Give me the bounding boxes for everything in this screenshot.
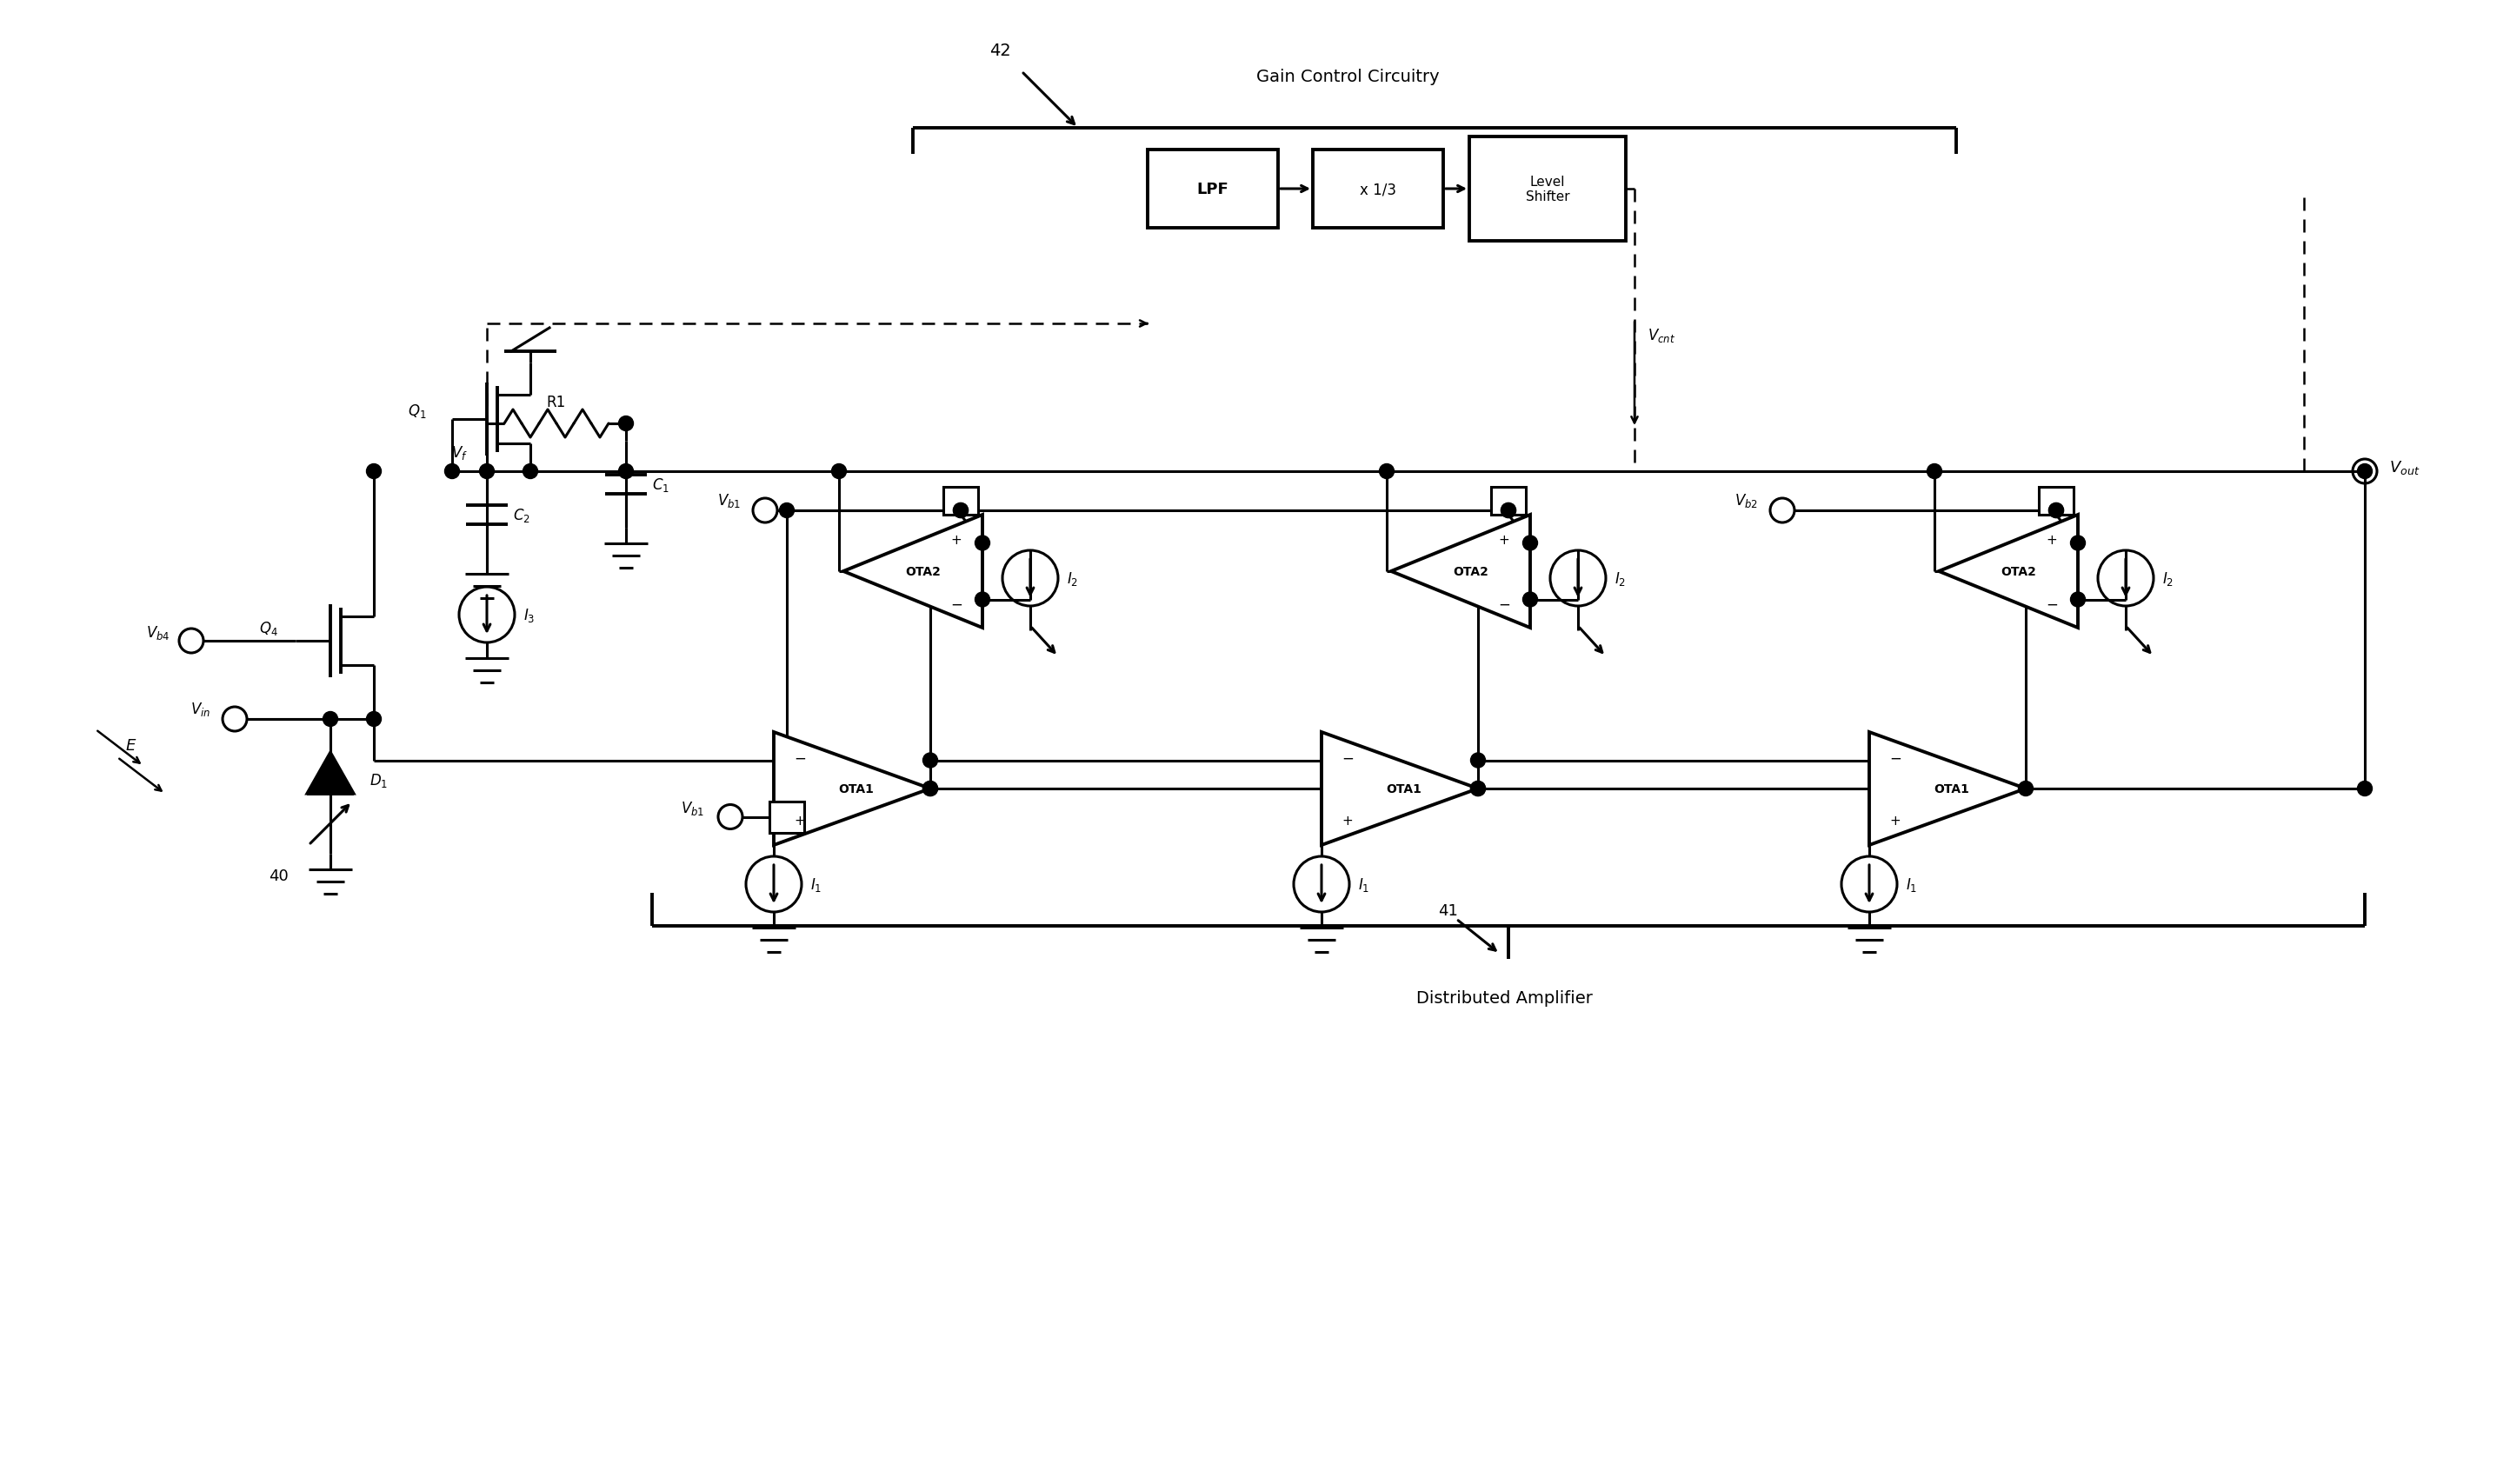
- Text: $C_2$: $C_2$: [512, 506, 530, 524]
- Text: $-$: $-$: [1890, 749, 1903, 766]
- Polygon shape: [773, 733, 931, 846]
- Text: $V_{b1}$: $V_{b1}$: [718, 491, 740, 509]
- Text: $V_{b4}$: $V_{b4}$: [146, 623, 171, 641]
- Circle shape: [2071, 592, 2086, 607]
- Polygon shape: [1938, 515, 2078, 628]
- Bar: [771, 801, 803, 833]
- Text: $V_{out}$: $V_{out}$: [2390, 459, 2420, 476]
- Circle shape: [617, 464, 633, 479]
- Circle shape: [1471, 782, 1486, 797]
- Circle shape: [924, 754, 939, 769]
- Text: $V_{in}$: $V_{in}$: [191, 700, 211, 718]
- Bar: [1147, 150, 1278, 229]
- Circle shape: [1501, 503, 1516, 518]
- Circle shape: [1471, 782, 1486, 797]
- Text: $I_1$: $I_1$: [811, 876, 821, 893]
- Text: R1: R1: [547, 395, 567, 410]
- Circle shape: [2018, 782, 2033, 797]
- Text: Distributed Amplifier: Distributed Amplifier: [1416, 990, 1591, 1006]
- Circle shape: [1928, 464, 1943, 479]
- Text: 40: 40: [269, 868, 289, 883]
- Text: $I_3$: $I_3$: [525, 607, 535, 623]
- Text: Gain Control Circuitry: Gain Control Circuitry: [1255, 68, 1438, 85]
- Text: $Q_1$: $Q_1$: [407, 402, 427, 420]
- Circle shape: [974, 536, 989, 551]
- Text: OTA1: OTA1: [1935, 784, 1970, 795]
- Circle shape: [522, 464, 537, 479]
- Text: LPF: LPF: [1197, 181, 1230, 197]
- Bar: [1491, 487, 1526, 515]
- Circle shape: [444, 464, 459, 479]
- Circle shape: [954, 503, 969, 518]
- Text: $+$: $+$: [951, 533, 961, 546]
- Circle shape: [2071, 536, 2086, 551]
- Text: OTA2: OTA2: [906, 565, 941, 577]
- Text: OTA1: OTA1: [1386, 784, 1421, 795]
- Text: $Q_4$: $Q_4$: [259, 619, 279, 637]
- Polygon shape: [306, 752, 354, 794]
- Circle shape: [366, 712, 382, 727]
- Text: $-$: $-$: [1340, 749, 1353, 766]
- Text: $V_{b2}$: $V_{b2}$: [1734, 491, 1757, 509]
- Circle shape: [2357, 782, 2372, 797]
- Circle shape: [831, 464, 846, 479]
- Text: $+$: $+$: [1890, 815, 1900, 827]
- Circle shape: [1524, 536, 1539, 551]
- Text: 42: 42: [989, 42, 1012, 59]
- Bar: [944, 487, 979, 515]
- Circle shape: [781, 503, 793, 518]
- Circle shape: [2048, 503, 2063, 518]
- Circle shape: [1471, 754, 1486, 769]
- Text: E: E: [126, 738, 136, 754]
- Polygon shape: [1870, 733, 2026, 846]
- Text: Level
Shifter: Level Shifter: [1526, 175, 1569, 203]
- Circle shape: [1501, 503, 1516, 518]
- Bar: [1468, 138, 1626, 242]
- Text: OTA2: OTA2: [1453, 565, 1488, 577]
- Text: OTA1: OTA1: [838, 784, 873, 795]
- Bar: [1313, 150, 1443, 229]
- Circle shape: [954, 503, 969, 518]
- Circle shape: [617, 417, 633, 432]
- Text: $-$: $-$: [1498, 595, 1511, 611]
- Text: OTA2: OTA2: [2000, 565, 2036, 577]
- Text: $+$: $+$: [1343, 815, 1353, 827]
- Text: $I_1$: $I_1$: [1905, 876, 1918, 893]
- Text: $I_1$: $I_1$: [1358, 876, 1370, 893]
- Polygon shape: [1391, 515, 1531, 628]
- Text: $+$: $+$: [1498, 533, 1511, 546]
- Text: $V_f$: $V_f$: [452, 444, 467, 462]
- Circle shape: [366, 464, 382, 479]
- Text: $I_2$: $I_2$: [1067, 570, 1079, 588]
- Text: $+$: $+$: [2046, 533, 2058, 546]
- Circle shape: [324, 712, 339, 727]
- Bar: [2038, 487, 2073, 515]
- Circle shape: [1524, 592, 1539, 607]
- Text: x 1/3: x 1/3: [1360, 181, 1396, 197]
- Circle shape: [2357, 464, 2372, 479]
- Text: 41: 41: [1438, 902, 1458, 919]
- Polygon shape: [843, 515, 981, 628]
- Text: $D_1$: $D_1$: [369, 772, 389, 789]
- Circle shape: [974, 592, 989, 607]
- Text: $-$: $-$: [951, 595, 961, 611]
- Circle shape: [2048, 503, 2063, 518]
- Text: $-$: $-$: [793, 749, 806, 766]
- Circle shape: [924, 782, 939, 797]
- Text: $I_2$: $I_2$: [2161, 570, 2174, 588]
- Circle shape: [479, 464, 494, 479]
- Text: $C_1$: $C_1$: [653, 476, 670, 494]
- Text: $V_{b1}$: $V_{b1}$: [680, 800, 705, 818]
- Text: $-$: $-$: [2046, 595, 2058, 611]
- Circle shape: [924, 782, 939, 797]
- Text: $+$: $+$: [793, 815, 806, 827]
- Polygon shape: [1320, 733, 1478, 846]
- Text: $I_2$: $I_2$: [1614, 570, 1626, 588]
- Circle shape: [1381, 464, 1393, 479]
- Text: $V_{cnt}$: $V_{cnt}$: [1647, 326, 1674, 344]
